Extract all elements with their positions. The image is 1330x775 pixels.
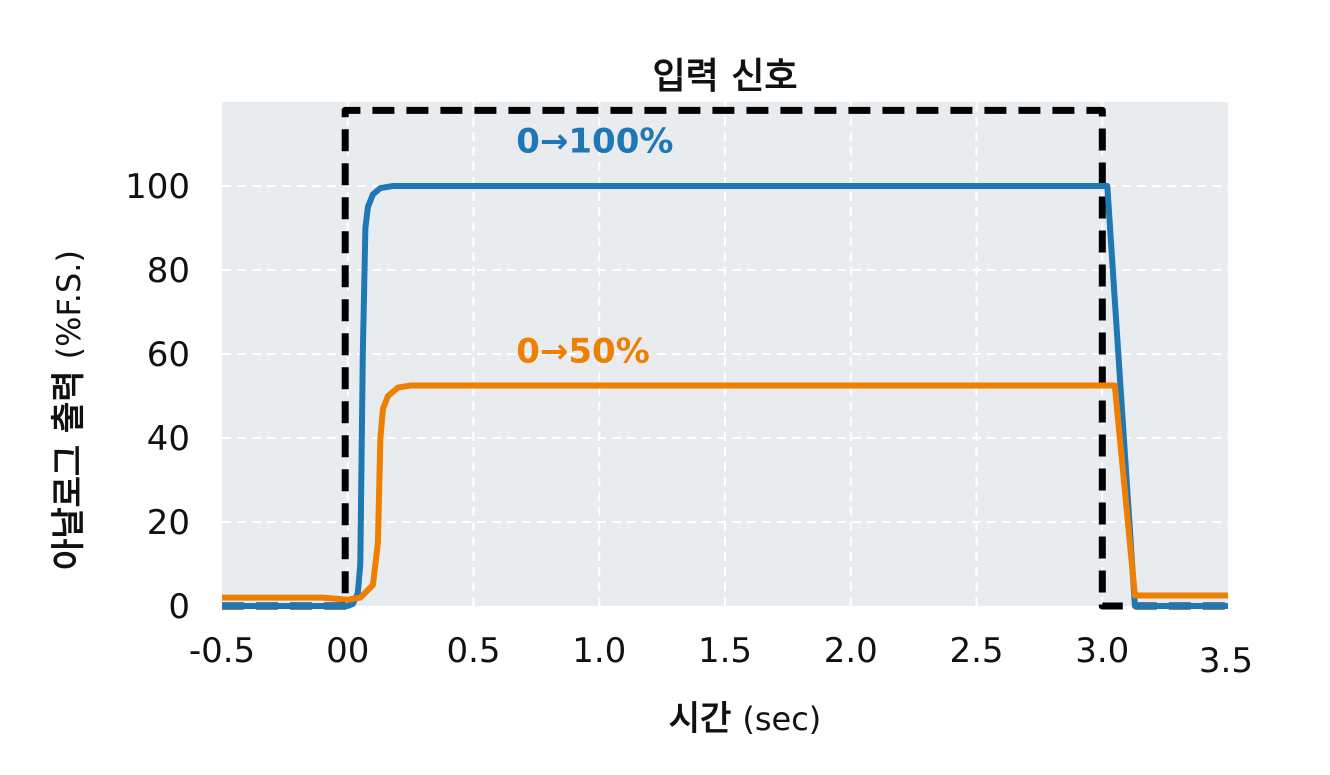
y-tick-label-2: 40 [147,419,190,459]
x-tick-label-7: 3.0 [1075,631,1129,671]
y-tick-label-1: 20 [147,503,190,543]
y-axis-label-unit: (%F.S.) [50,250,88,359]
x-tick-label-3: 1.0 [572,631,626,671]
y-axis-label: 아날로그 출력 (%F.S.) [49,250,89,570]
y-tick-label-4: 80 [147,251,190,291]
x-axis-ticks: -0.5 00 0.5 1.0 1.5 2.0 2.5 3.0 3.5 [189,631,1253,681]
chart-title: 입력 신호 [652,56,797,97]
y-axis-ticks: 0 20 40 60 80 100 [125,167,190,627]
y-tick-label-0: 0 [168,587,190,627]
x-tick-label-0: -0.5 [189,631,255,671]
series-line-0 [222,183,1228,609]
x-tick-label-8: 3.5 [1199,641,1253,681]
x-tick-label-6: 2.5 [949,631,1003,671]
y-tick-label-5: 100 [125,167,190,207]
x-axis-label: 시간 (sec) [669,699,822,739]
annotation-layer: 0→100% 0→50% [516,121,673,371]
y-tick-label-3: 60 [147,335,190,375]
x-tick-label-5: 2.0 [824,631,878,671]
series-layer [222,106,1228,610]
annotation-label-0: 0→100% [516,121,673,161]
x-axis-label-main: 시간 [669,699,732,739]
x-tick-label-4: 1.5 [698,631,752,671]
series-line-1 [222,382,1228,603]
x-axis-label-unit: (sec) [742,700,821,738]
x-tick-label-1: 00 [326,631,369,671]
y-axis-label-main: 아날로그 출력 [49,370,89,570]
annotation-label-1: 0→50% [516,331,650,371]
x-tick-label-2: 0.5 [446,631,500,671]
